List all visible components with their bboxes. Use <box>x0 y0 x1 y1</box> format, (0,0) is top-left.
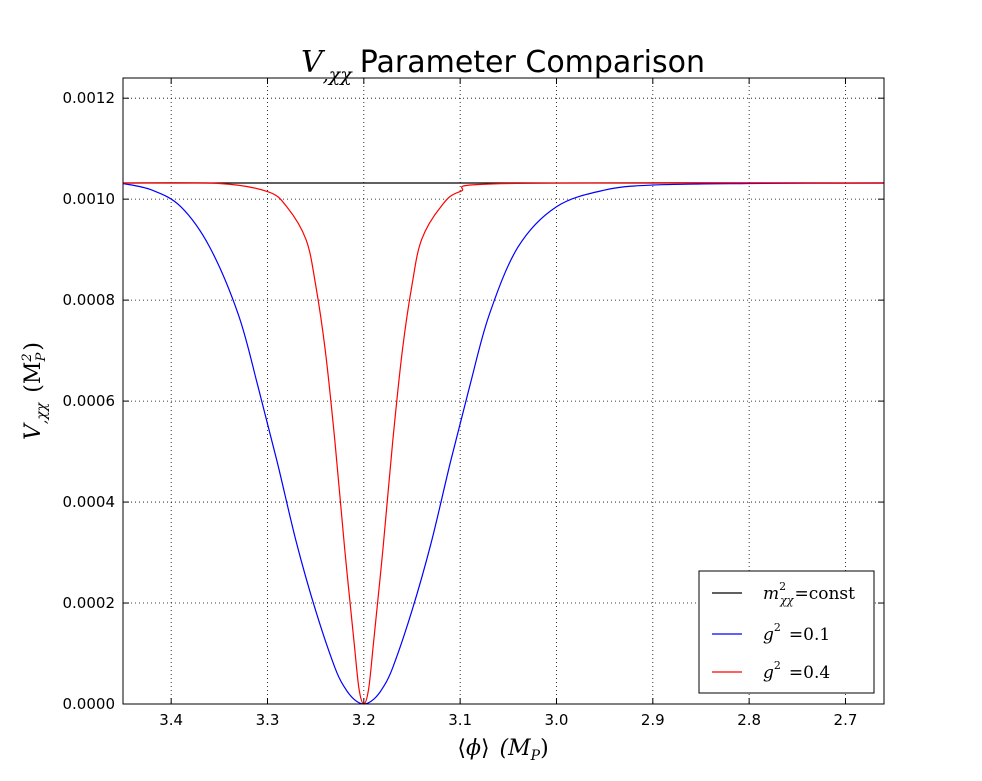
legend-label-var: g <box>763 625 774 645</box>
y-label-sub: ,χχ <box>34 401 50 424</box>
title-text: Parameter Comparison <box>360 45 705 80</box>
legend-label: g2 =0.1 <box>763 621 830 645</box>
x-label-unit-sub: P <box>530 748 541 764</box>
y-label-unit-sup: 2 <box>20 353 35 362</box>
x-tick-label: 2.7 <box>834 711 858 729</box>
x-tick-label: 3.3 <box>256 711 280 729</box>
y-tick-label: 0.0006 <box>63 392 116 410</box>
y-tick-label: 0.0002 <box>63 594 116 612</box>
x-tick-label: 3.2 <box>352 711 376 729</box>
x-axis: 3.4 3.3 3.2 3.1 3.0 2.9 2.8 2.7 <box>159 78 857 729</box>
title-math: V <box>301 45 326 80</box>
y-label-unit-sub: P <box>34 352 49 362</box>
x-tick-label: 3.1 <box>448 711 472 729</box>
y-tick-label: 0.0012 <box>63 89 116 107</box>
series-line-2 <box>122 182 885 705</box>
y-tick-label: 0.0000 <box>63 695 116 713</box>
legend-label-sup: 2 <box>779 580 786 593</box>
y-label-unit: (M <box>21 362 46 393</box>
y-label-var: V <box>21 422 46 440</box>
legend-label-sub: χχ <box>779 594 795 607</box>
y-label-unit-end: ) <box>21 342 46 351</box>
series-layer <box>122 182 885 705</box>
y-axis: 0.0000 0.0002 0.0004 0.0006 0.0008 0.0010 0.00… <box>63 89 884 713</box>
x-tick-label: 3.4 <box>159 711 183 729</box>
legend-label-var: m <box>763 584 779 604</box>
plot-frame <box>122 77 885 705</box>
legend-box <box>698 570 875 694</box>
legend-label: m2 χχ=const <box>763 580 855 607</box>
legend-label-rest: =const <box>794 584 855 604</box>
x-tick-label: 2.8 <box>737 711 761 729</box>
x-label-open: ⟨ <box>457 736 466 761</box>
legend-label-rest: =0.4 <box>789 663 830 683</box>
x-label-var: ϕ <box>466 736 481 761</box>
x-tick-label: 3.0 <box>545 711 569 729</box>
legend-label-var: g <box>763 663 774 683</box>
series-line-1 <box>122 182 885 705</box>
x-label-close: ⟩ <box>481 736 490 761</box>
x-tick-label: 2.9 <box>641 711 665 729</box>
legend-label-rest: =0.1 <box>789 625 830 645</box>
title-math-sub: ,χχ <box>323 64 354 86</box>
legend-label: g2 =0.4 <box>763 659 830 683</box>
chart-title: V,χχ Parameter Comparison <box>301 45 705 86</box>
y-tick-label: 0.0010 <box>63 190 116 208</box>
x-label-unit: (M <box>500 736 532 761</box>
y-tick-label: 0.0008 <box>63 291 116 309</box>
legend-label-sup: 2 <box>774 659 781 672</box>
x-axis-label: ⟨ϕ⟩ (MP) <box>457 736 548 764</box>
x-label-unit-end: ) <box>540 736 549 761</box>
legend-label-sup: 2 <box>774 621 781 634</box>
y-tick-label: 0.0004 <box>63 493 116 511</box>
y-axis-label: V,χχ (M2P) <box>20 342 50 440</box>
